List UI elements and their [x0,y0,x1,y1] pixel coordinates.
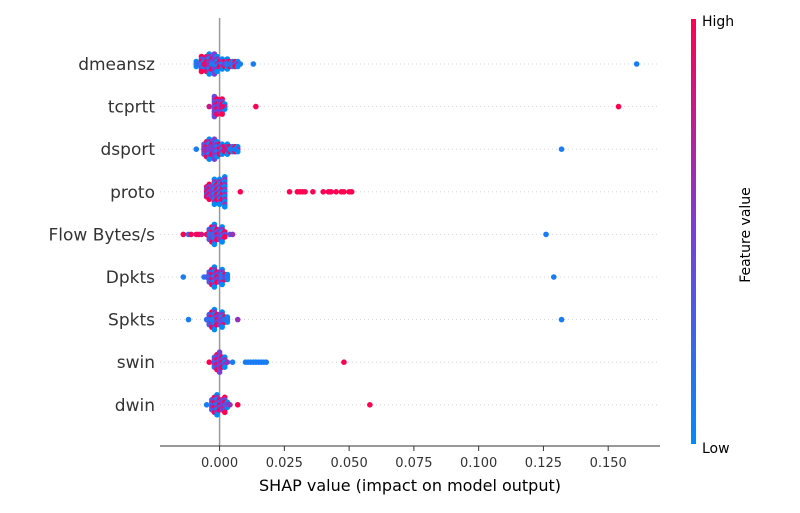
feature-label: Flow Bytes/s [49,225,156,245]
feature-label: proto [110,183,155,203]
shap-point [263,359,270,366]
shap-point [221,364,228,371]
shap-point [203,402,210,408]
shap-point [203,274,210,280]
shap-point [180,274,187,280]
shap-point [543,231,549,238]
x-tick-label: 0.025 [266,456,303,471]
shap-point [227,402,233,408]
x-axis-title: SHAP value (impact on model output) [259,476,561,495]
x-ticks: 0.000 0.025 0.050 0.075 0.100 0.125 0.150 [201,446,627,471]
x-tick-label: 0.150 [590,456,627,471]
colorbar-low-label: Low [702,441,730,457]
shap-point [203,316,210,323]
shap-point [188,231,194,238]
shap-point [206,146,213,152]
shap-point [341,359,347,366]
feature-label: swin [117,353,155,373]
shap-point [232,146,238,152]
colorbar-high-label: High [702,14,734,30]
points-layer [180,51,640,418]
shap-point [341,189,347,195]
shap-point [216,201,223,208]
shap-point [221,146,228,152]
shap-point [206,71,213,77]
shap-point [211,201,218,208]
shap-point [214,68,220,75]
shap-point [206,359,213,366]
shap-point [219,103,225,110]
shap-point [224,274,231,280]
shap-point [221,402,228,408]
shap-point [180,231,187,238]
shap-point [320,189,327,195]
shap-point [348,189,355,195]
feature-label: dmeansz [78,55,155,75]
shap-point [229,231,236,238]
feature-labels: dmeansz tcprtt dsport proto Flow Bytes/s Dpkt… [49,55,156,416]
shap-point [221,409,228,416]
shap-point [633,61,640,67]
shap-point [219,324,225,330]
shap-point [227,61,233,67]
shap-point [211,326,218,333]
shap-point [558,146,565,152]
shap-point [211,241,218,248]
shap-point [221,204,228,210]
shap-point [219,239,225,245]
row-gridlines [160,63,660,406]
x-tick-label: 0.050 [331,456,368,471]
shap-point [193,146,200,152]
colorbar [691,19,696,444]
shap-point [209,316,215,323]
feature-label: tcprtt [108,98,155,118]
shap-point [367,402,373,408]
shap-point [237,61,244,67]
feature-label: dsport [101,140,156,160]
feature-label: Spkts [108,311,155,331]
shap-point [310,189,316,195]
shap-point [558,316,565,323]
shap-point [209,231,215,238]
shap-point [328,189,334,195]
shap-point [206,156,213,162]
shap-point [253,103,259,110]
feature-label: dwin [115,396,155,416]
shap-point [216,369,223,376]
shap-point [219,281,225,288]
shap-point [234,402,241,408]
shap-point [615,103,622,110]
shap-point [224,316,231,323]
shap-point [201,61,207,67]
shap-point [206,103,213,110]
shap-point [219,111,225,117]
x-tick-label: 0.000 [201,456,238,471]
shap-point [286,189,293,195]
shap-point [250,61,257,67]
shap-point [229,359,236,366]
shap-point [227,146,233,152]
shap-point [201,146,207,152]
x-tick-label: 0.075 [395,456,432,471]
shap-point [550,274,557,280]
colorbar-title: Feature value [738,187,754,283]
shap-point [198,231,205,238]
shap-point [214,412,220,418]
shap-point [333,189,339,195]
shap-point [198,68,205,75]
x-tick-label: 0.125 [525,456,562,471]
shap-point [185,316,192,323]
shap-point [237,189,244,195]
shap-point [211,284,218,290]
x-tick-label: 0.100 [460,456,497,471]
feature-label: Dpkts [106,268,155,288]
shap-point [209,61,215,67]
shap-point [221,234,228,240]
shap-point [302,189,308,195]
shap-point [224,359,231,366]
shap-point [234,316,241,323]
